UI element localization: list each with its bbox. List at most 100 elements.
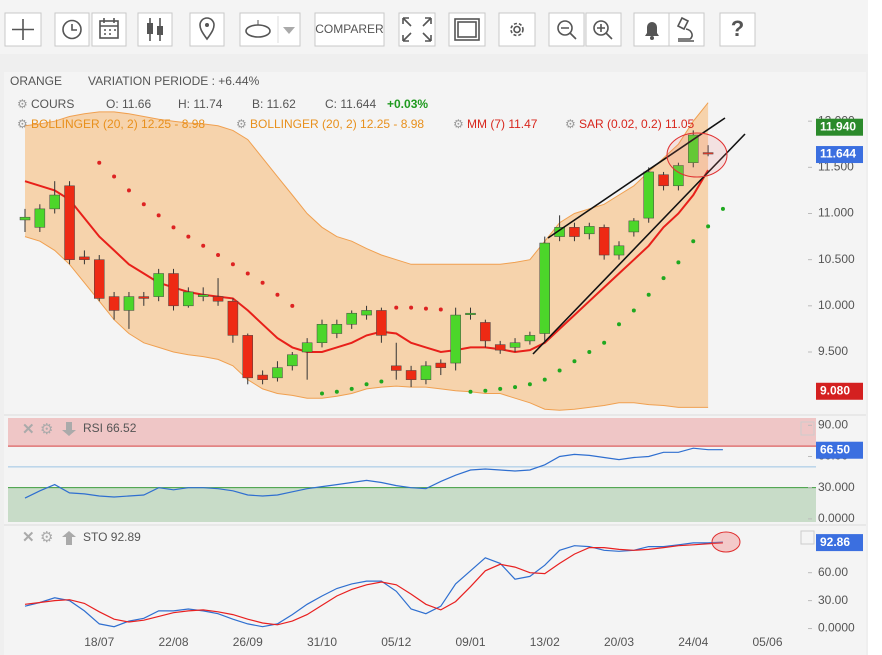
sar-dot <box>527 382 532 387</box>
analysis-button[interactable] <box>668 12 705 47</box>
zoom-in-button[interactable] <box>585 12 622 47</box>
x-tick-label: 05/12 <box>381 635 411 649</box>
y-tick-label: 9.500 <box>818 344 848 358</box>
sar-dot <box>97 160 102 165</box>
x-tick-label: 09/01 <box>455 635 485 649</box>
alert-button[interactable] <box>633 12 670 47</box>
checkbox[interactable] <box>800 530 815 545</box>
close-value: C: 11.644 <box>325 97 376 111</box>
x-tick-label: 24/04 <box>678 635 708 649</box>
calendar-button[interactable] <box>91 12 127 47</box>
y-tick-label: 30.00 <box>818 593 848 607</box>
candle-body <box>688 134 699 163</box>
candle-body <box>420 365 432 380</box>
candle-body <box>94 259 105 299</box>
high-value: H: 11.74 <box>178 97 223 111</box>
candle-body <box>569 227 580 237</box>
x-tick-label: 31/10 <box>307 635 337 649</box>
legend-icon: ⚙ <box>565 117 576 131</box>
sar-dot <box>542 377 547 382</box>
history-button[interactable] <box>54 12 90 47</box>
candle-body <box>524 335 536 342</box>
candle-body <box>316 324 328 344</box>
panel-title: STO 92.89 <box>83 530 141 544</box>
candle-body <box>168 273 179 307</box>
settings-button[interactable] <box>498 12 536 47</box>
candle-body <box>658 174 669 187</box>
chart-type-button[interactable] <box>137 12 173 47</box>
candle-body <box>301 342 313 353</box>
close-icon[interactable]: ✕ <box>22 421 35 438</box>
y-tick-label: 30.000 <box>818 480 855 494</box>
fullscreen-button[interactable] <box>398 12 436 47</box>
candle-body <box>153 273 164 297</box>
sar-dot <box>290 303 295 308</box>
arrow-icon[interactable] <box>62 531 76 545</box>
help-icon: ? <box>731 16 744 41</box>
candle-body <box>598 227 610 256</box>
legend-entry: BOLLINGER (20, 2) 12.25 - 8.98 <box>250 117 424 131</box>
sar-dot <box>646 292 651 297</box>
cours-label: COURS <box>31 97 74 111</box>
highlight-ellipse <box>711 531 741 553</box>
legend-icon: ⚙ <box>17 117 28 131</box>
sar-dot <box>661 276 666 281</box>
compare-button[interactable]: COMPARER <box>314 12 385 47</box>
candle-body <box>554 227 565 237</box>
change-value: +0.03% <box>387 97 428 111</box>
frame-button[interactable] <box>448 12 486 47</box>
x-tick-label: 26/09 <box>233 635 263 649</box>
checkbox[interactable] <box>800 421 815 436</box>
moving-average <box>24 169 709 354</box>
y-tick-label: 90.00 <box>818 417 848 431</box>
sar-dot <box>676 260 681 265</box>
crosshair-button[interactable] <box>4 12 42 47</box>
sar-dot <box>112 174 117 179</box>
highlight-ellipse <box>666 132 728 178</box>
sar-dot <box>186 234 191 239</box>
overbought-zone <box>8 418 816 447</box>
sar-dot <box>156 213 161 218</box>
price-tag-label: 92.86 <box>820 535 850 549</box>
annotations: ✕ ⚙ ✕ ⚙ <box>22 117 815 553</box>
x-tick-label: 18/07 <box>84 635 114 649</box>
gear-icon[interactable]: ⚙ <box>40 529 53 546</box>
sar-dot <box>587 349 592 354</box>
sar-dot <box>631 308 636 313</box>
gear-icon[interactable]: ⚙ <box>40 421 53 438</box>
y-tick-label: 60.00 <box>818 565 848 579</box>
price-tag <box>816 441 863 459</box>
price-tag-label: 9.080 <box>820 383 850 397</box>
candle-body <box>702 152 714 155</box>
sar-dot <box>706 224 711 229</box>
close-icon[interactable]: ✕ <box>22 529 35 546</box>
candle-body <box>242 335 253 379</box>
candle-body <box>64 185 75 260</box>
marker-button[interactable] <box>189 12 225 47</box>
sar-dot <box>141 202 146 207</box>
price-tag <box>816 534 863 552</box>
panel-title: RSI 66.52 <box>83 421 137 435</box>
candle-body <box>138 296 150 299</box>
zoom-out-button[interactable] <box>548 12 585 47</box>
candle-body <box>584 226 595 235</box>
sar-dot <box>498 386 503 391</box>
candle-body <box>494 344 506 351</box>
candle-body <box>480 322 491 342</box>
candle-body <box>405 370 417 380</box>
x-tick-label: 13/02 <box>530 635 560 649</box>
sar-dot <box>394 305 399 310</box>
candle-body <box>272 367 283 379</box>
legend-icon: ⚙ <box>453 117 464 131</box>
help-button[interactable]: ? <box>719 12 756 47</box>
price-tag <box>816 118 863 136</box>
draw-tools-button[interactable] <box>239 12 301 47</box>
candle-body <box>123 296 135 311</box>
price-tag-label: 11.644 <box>820 147 856 161</box>
sar-dot <box>379 379 384 384</box>
x-tick-label: 20/03 <box>604 635 634 649</box>
arrow-icon[interactable] <box>62 422 76 436</box>
y-tick-label: 11.000 <box>818 206 854 220</box>
sar-dot <box>349 386 354 391</box>
